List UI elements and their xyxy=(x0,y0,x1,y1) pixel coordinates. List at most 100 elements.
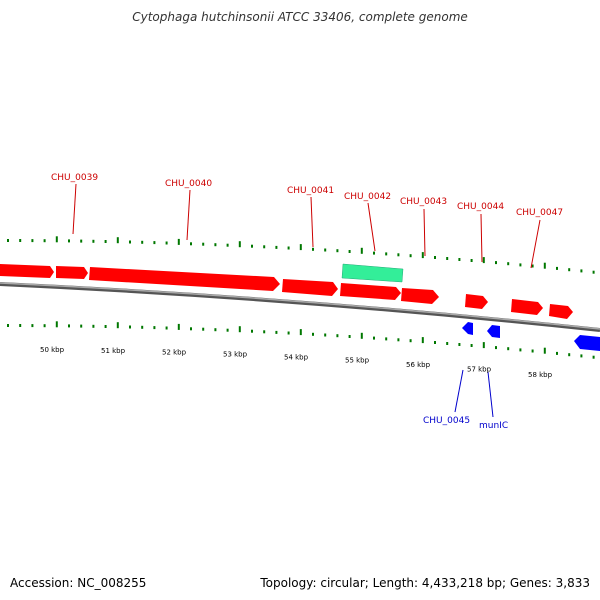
outer-tick-major xyxy=(421,252,424,259)
inner-tick-minor xyxy=(373,336,375,340)
outer-tick-minor xyxy=(324,248,327,252)
outer-tick-minor xyxy=(446,257,449,260)
ruler-label: 51 kbp xyxy=(101,347,126,355)
outer-tick-major xyxy=(238,241,241,248)
gene-arrow-forward[interactable] xyxy=(549,304,573,319)
outer-tick-minor xyxy=(519,263,522,267)
inner-tick-major xyxy=(55,321,58,328)
inner-tick-minor xyxy=(153,326,156,330)
inner-tick-minor xyxy=(287,331,290,335)
gene-label[interactable]: CHU_0044 xyxy=(457,202,504,212)
gene-label[interactable]: CHU_0040 xyxy=(165,179,212,189)
outer-tick-major xyxy=(482,257,485,264)
gene-label[interactable]: CHU_0047 xyxy=(516,208,563,218)
inner-tick-major xyxy=(238,326,241,333)
ruler-label: 52 kbp xyxy=(162,348,187,356)
forward-gene-labels: CHU_0039 CHU_0040 CHU_0041 CHU_0042 CHU_… xyxy=(51,173,563,218)
outer-tick-minor xyxy=(263,245,266,249)
gene-arrow-forward[interactable] xyxy=(0,264,54,278)
outer-tick-minor xyxy=(43,239,46,243)
outer-tick-minor xyxy=(470,259,473,262)
label-connectors xyxy=(72,183,541,418)
outer-tick-major xyxy=(116,237,119,244)
connector-line xyxy=(487,371,494,418)
inner-tick-minor xyxy=(336,334,339,338)
reverse-gene-labels: CHU_0045 munIC xyxy=(423,416,508,431)
outer-tick-minor xyxy=(153,241,156,245)
outer-tick-minor xyxy=(580,269,583,273)
gene-label[interactable]: CHU_0041 xyxy=(287,186,334,196)
gene-arrow-forward[interactable] xyxy=(282,279,338,296)
outer-tick-minor xyxy=(556,266,558,270)
inner-tick-minor xyxy=(202,327,205,331)
outer-tick-minor xyxy=(336,249,339,253)
gene-arrow-forward[interactable] xyxy=(511,299,543,315)
outer-tick-major xyxy=(299,244,302,251)
inner-tick-minor xyxy=(43,324,46,328)
gene-arrow-forward[interactable] xyxy=(89,267,280,291)
inner-tick-minor xyxy=(31,324,34,328)
gene-label[interactable]: CHU_0045 xyxy=(423,416,470,426)
outer-tick-minor xyxy=(592,270,595,274)
inner-tick-minor xyxy=(141,325,144,329)
ruler-label: 55 kbp xyxy=(345,357,370,365)
inner-tick-minor xyxy=(409,339,412,343)
inner-tick-minor xyxy=(385,337,388,341)
outer-tick-minor xyxy=(495,261,497,265)
connector-line xyxy=(310,196,314,248)
inner-tick-minor xyxy=(263,330,266,334)
outer-tick-minor xyxy=(190,242,192,246)
outer-tick-minor xyxy=(31,239,34,243)
ruler-label: 50 kbp xyxy=(40,346,65,354)
outer-tick-minor xyxy=(287,246,290,250)
inner-tick-minor xyxy=(68,324,70,328)
gene-label[interactable]: CHU_0043 xyxy=(400,197,447,207)
gene-arrow-forward[interactable] xyxy=(340,283,401,300)
inner-tick-minor xyxy=(531,349,534,353)
inner-tick-minor xyxy=(129,325,131,329)
inner-tick-minor xyxy=(275,330,278,334)
connector-line xyxy=(72,183,77,235)
genome-summary-text: Topology: circular; Length: 4,433,218 bp… xyxy=(260,576,590,590)
inner-tick-minor xyxy=(568,353,571,357)
gene-label[interactable]: CHU_0042 xyxy=(344,192,391,202)
inner-tick-minor xyxy=(397,338,400,342)
outer-tick-minor xyxy=(226,243,229,247)
outer-tick-minor xyxy=(251,244,253,248)
backbone-track xyxy=(0,282,600,332)
inner-tick-minor xyxy=(80,324,83,328)
gene-arrow-reverse[interactable] xyxy=(574,335,600,351)
inner-tick-major xyxy=(299,329,302,336)
inner-tick-minor xyxy=(507,347,510,351)
outer-tick-major xyxy=(55,236,58,243)
gene-label[interactable]: CHU_0039 xyxy=(51,173,98,183)
gene-arrow-forward[interactable] xyxy=(465,294,488,309)
gene-label[interactable]: munIC xyxy=(479,421,508,431)
outer-tick-minor xyxy=(104,240,107,243)
inner-tick-minor xyxy=(324,333,327,337)
outer-tick-major xyxy=(360,247,363,254)
inner-tick-minor xyxy=(458,343,461,346)
outer-tick-minor xyxy=(385,252,388,256)
outer-tick-minor xyxy=(214,243,217,247)
inner-tick-minor xyxy=(214,328,217,332)
inner-tick-minor xyxy=(519,348,522,352)
connector-line xyxy=(423,208,426,257)
gene-arrow-reverse[interactable] xyxy=(487,325,500,338)
gene-arrow-forward[interactable] xyxy=(56,266,88,279)
outer-tick-minor xyxy=(458,258,461,261)
inner-tick-minor xyxy=(556,351,558,355)
ruler-label: 57 kbp xyxy=(467,366,492,374)
outer-tick-minor xyxy=(92,239,95,243)
accession-text: Accession: NC_008255 xyxy=(10,576,147,590)
outer-tick-minor xyxy=(7,239,9,242)
gene-arrow-reverse[interactable] xyxy=(462,322,473,335)
outer-tick-minor xyxy=(165,241,168,245)
outer-tick-minor xyxy=(129,240,131,244)
inner-tick-major xyxy=(421,337,424,344)
gene-arrow-forward[interactable] xyxy=(401,288,439,304)
outer-tick-minor xyxy=(348,250,351,253)
rna-gene[interactable] xyxy=(341,263,404,283)
inner-tick-minor xyxy=(470,344,473,347)
connector-line xyxy=(530,219,541,269)
